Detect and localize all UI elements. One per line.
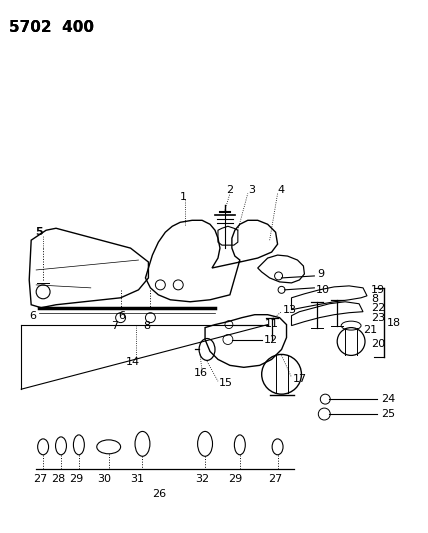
Text: 8: 8 [143,321,151,330]
Text: 25: 25 [381,409,395,419]
Text: 30: 30 [97,474,111,483]
Text: 19: 19 [371,285,385,295]
Text: 8: 8 [371,294,378,304]
Text: 15: 15 [219,378,233,388]
Text: 28: 28 [51,474,65,483]
Text: 20: 20 [371,340,385,350]
Text: 29: 29 [69,474,83,483]
Text: 26: 26 [152,489,166,498]
Text: 5702  400: 5702 400 [9,20,94,35]
Text: 5: 5 [35,227,43,237]
Text: 12: 12 [264,335,278,344]
Text: 9: 9 [317,269,324,279]
Text: 1: 1 [180,192,187,203]
Text: 21: 21 [363,325,377,335]
Text: 7: 7 [111,321,118,330]
Text: 31: 31 [131,474,145,483]
Text: 6: 6 [29,311,36,321]
Text: 27: 27 [268,474,282,483]
Text: 18: 18 [387,318,401,328]
Text: 6: 6 [119,311,126,321]
Text: 32: 32 [195,474,209,483]
Text: 10: 10 [315,285,329,295]
Text: 27: 27 [33,474,48,483]
Text: 16: 16 [194,368,208,378]
Text: 11: 11 [265,319,279,329]
Text: 17: 17 [292,374,306,384]
Text: 3: 3 [248,185,255,196]
Text: 4: 4 [278,185,285,196]
Text: 29: 29 [228,474,242,483]
Text: 13: 13 [282,305,297,314]
Text: 2: 2 [226,185,233,196]
Text: 22: 22 [371,303,385,313]
Text: 14: 14 [125,357,140,367]
Text: 5702  400: 5702 400 [9,20,94,35]
Text: 24: 24 [381,394,395,404]
Text: 23: 23 [371,313,385,322]
